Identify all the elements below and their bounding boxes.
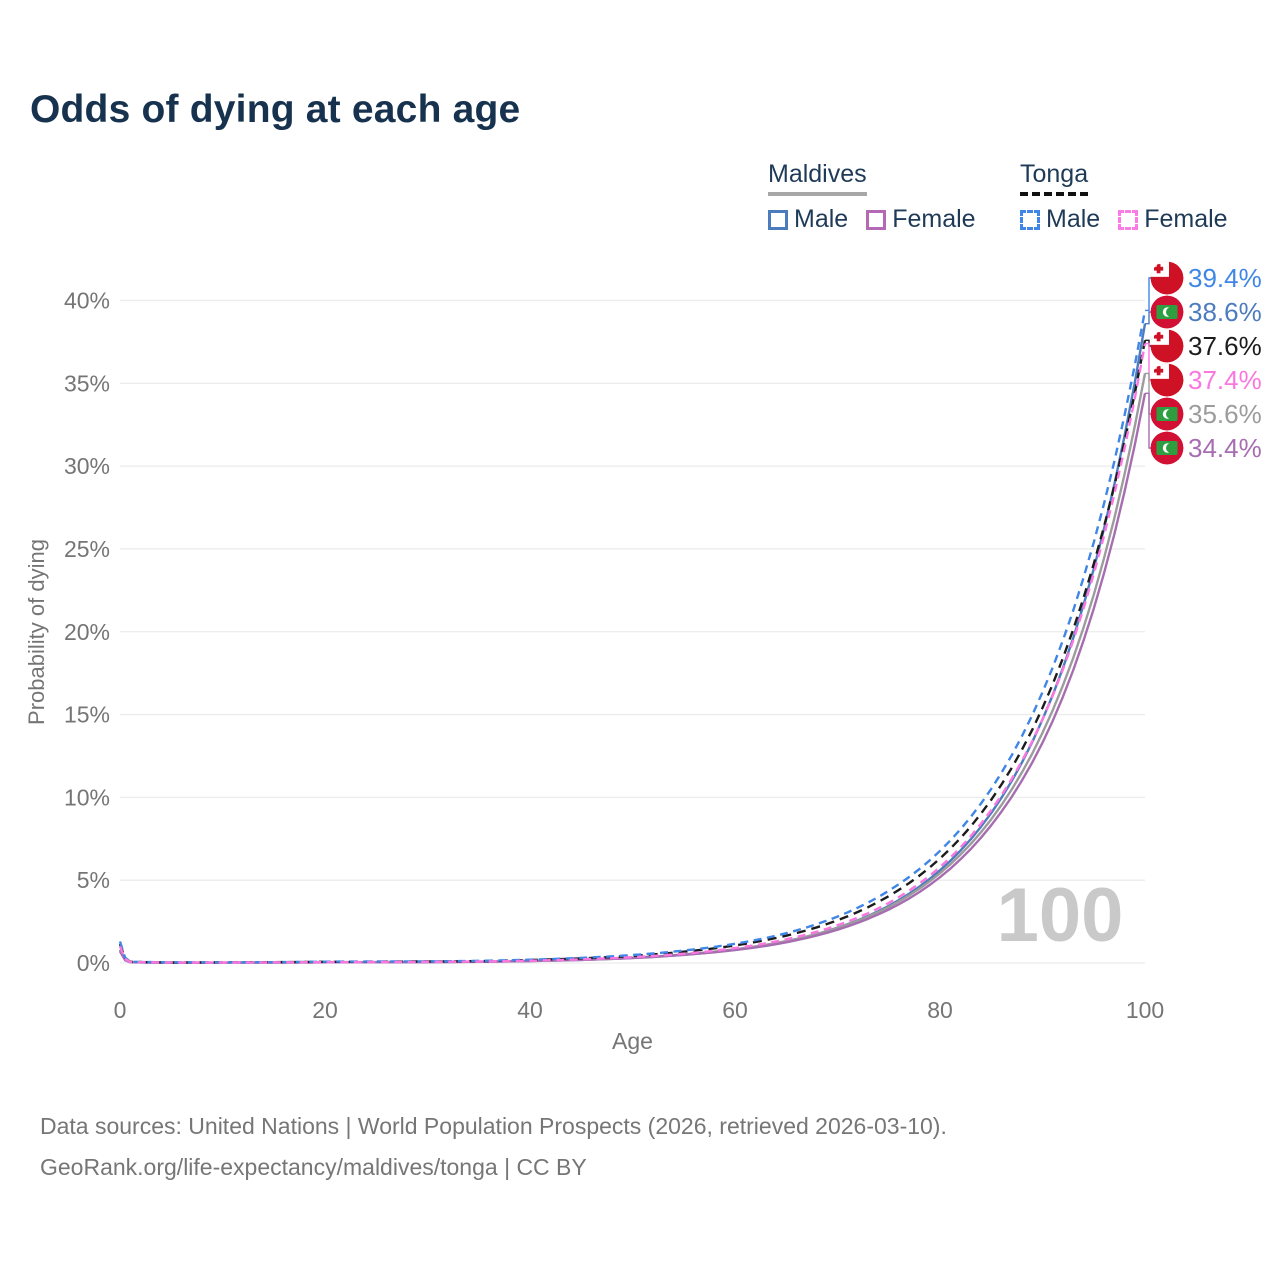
maldives-flag-icon xyxy=(1150,295,1184,329)
end-label-value: 35.6% xyxy=(1188,399,1262,429)
legend-group-tonga: Tonga Male Female xyxy=(1020,160,1246,234)
y-tick-label: 25% xyxy=(64,536,110,562)
y-tick-label: 15% xyxy=(64,702,110,728)
footer-attribution: GeoRank.org/life-expectancy/maldives/ton… xyxy=(40,1154,587,1180)
legend-item-label: Male xyxy=(1046,205,1101,233)
x-tick-label: 0 xyxy=(114,997,127,1023)
series-line-maldives-female xyxy=(118,393,1147,964)
legend: Maldives Male Female Tonga Male Female xyxy=(0,160,1280,240)
tonga-female-swatch-icon xyxy=(1118,209,1139,230)
series-line-tonga-male xyxy=(118,310,1147,964)
end-label-connector xyxy=(1145,392,1152,449)
series-line-maldives xyxy=(118,373,1147,964)
end-label-value: 34.4% xyxy=(1188,433,1262,463)
tonga-flag-icon xyxy=(1150,363,1184,397)
x-tick-label: 40 xyxy=(517,997,543,1023)
legend-header-maldives[interactable]: Maldives xyxy=(768,160,867,196)
y-tick-label: 20% xyxy=(64,619,110,645)
x-tick-label: 60 xyxy=(722,997,748,1023)
tonga-flag-icon xyxy=(1150,329,1184,363)
x-tick-label: 80 xyxy=(927,997,953,1023)
x-axis-title: Age xyxy=(612,1028,653,1054)
maldives-flag-icon xyxy=(1150,431,1184,465)
tonga-male-swatch-icon xyxy=(1020,209,1040,230)
series-line-tonga-female xyxy=(118,343,1147,964)
end-label-value: 38.6% xyxy=(1188,297,1262,327)
legend-item-maldives-male[interactable]: Male xyxy=(768,205,848,234)
maldives-flag-icon xyxy=(1150,397,1184,431)
end-label-value: 39.4% xyxy=(1188,263,1262,293)
legend-group-maldives: Maldives Male Female xyxy=(768,160,994,234)
legend-item-label: Female xyxy=(892,205,976,233)
y-tick-label: 40% xyxy=(64,288,110,314)
series-line-tonga xyxy=(118,340,1147,964)
legend-item-label: Male xyxy=(794,205,849,233)
y-tick-label: 10% xyxy=(64,784,110,810)
tonga-flag-icon xyxy=(1150,261,1184,295)
age-watermark: 100 xyxy=(997,873,1124,958)
end-label-connector xyxy=(1145,277,1152,312)
end-label-value: 37.4% xyxy=(1188,365,1262,395)
y-tick-label: 35% xyxy=(64,370,110,396)
page-title: Odds of dying at each age xyxy=(30,88,521,131)
legend-item-maldives-female[interactable]: Female xyxy=(866,205,976,234)
footer: Data sources: United Nations | World Pop… xyxy=(40,1106,947,1188)
legend-item-label: Female xyxy=(1144,205,1228,233)
y-tick-label: 0% xyxy=(77,950,110,976)
x-tick-label: 20 xyxy=(312,997,338,1023)
y-tick-label: 30% xyxy=(64,453,110,479)
end-label-value: 37.6% xyxy=(1188,331,1262,361)
maldives-male-swatch-icon xyxy=(768,209,788,230)
footer-data-sources: Data sources: United Nations | World Pop… xyxy=(40,1113,947,1139)
y-axis-title: Probability of dying xyxy=(24,539,49,725)
maldives-female-swatch-icon xyxy=(866,209,887,230)
y-tick-label: 5% xyxy=(77,867,110,893)
x-tick-label: 100 xyxy=(1126,997,1164,1023)
legend-item-tonga-male[interactable]: Male xyxy=(1020,205,1100,234)
legend-item-tonga-female[interactable]: Female xyxy=(1118,205,1228,234)
legend-header-tonga[interactable]: Tonga xyxy=(1020,160,1089,196)
series-line-maldives-male xyxy=(118,323,1147,964)
